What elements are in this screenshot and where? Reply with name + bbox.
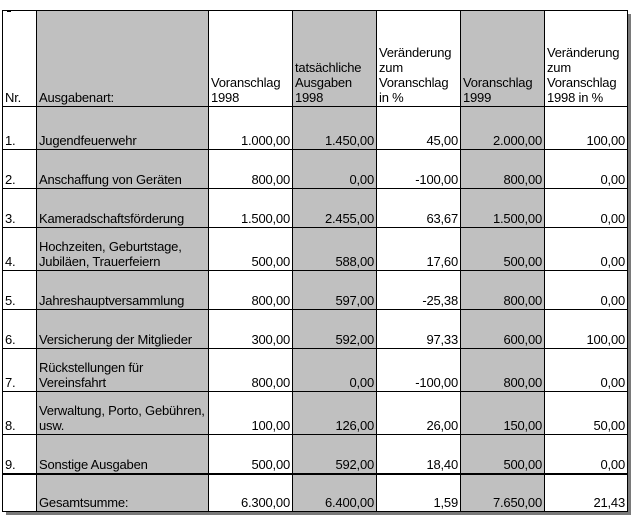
table-row: 8. Verwaltung, Porto, Gebühren, usw. 100,0… [2,391,628,435]
cell-vor1998: 800,00 [208,149,293,189]
cell-ver1999: 0,00 [544,270,628,310]
cell-ist1998: 126,00 [292,391,377,435]
corner-mark [7,10,11,12]
cell-ist1998: 0,00 [292,149,377,189]
cell-art: Jugendfeuerwehr [36,106,209,150]
table-row: 1. Jugendfeuerwehr 1.000,00 1.450,00 45,00 2.… [2,106,628,150]
cell-ver1998: -100,00 [376,149,461,189]
cell-ist1998: 2.455,00 [292,188,377,228]
cell-vor1998: 800,00 [208,348,293,392]
header-voranschlag-1999: Voranschlag 1999 [460,10,545,107]
table-row: 9. Sonstige Ausgaben 500,00 592,00 18,40 500,… [2,434,628,474]
header-voranschlag-1998: Voranschlag 1998 [208,10,293,107]
total-vor1999: 7.650,00 [460,472,545,512]
cell-ver1999: 0,00 [544,149,628,189]
header-row: Nr. Ausgabenart: Voranschlag 1998 tatsäc… [2,10,628,107]
budget-table-frame: Nr. Ausgabenart: Voranschlag 1998 tatsäc… [2,10,628,512]
cell-vor1998: 1.000,00 [208,106,293,150]
cell-ver1998: 97,33 [376,309,461,349]
cell-vor1999: 500,00 [460,227,545,271]
cell-nr: 6. [2,309,37,349]
total-ist1998: 6.400,00 [292,472,377,512]
cell-ver1999: 0,00 [544,188,628,228]
cell-vor1999: 800,00 [460,149,545,189]
header-tatsaechliche-ausgaben-1998: tatsächliche Ausgaben 1998 [292,10,377,107]
cell-art: Hochzeiten, Geburtstage, Jubiläen, Traue… [36,227,209,271]
cell-art: Anschaffung von Geräten [36,149,209,189]
header-ausgabenart: Ausgabenart: [36,10,209,107]
cell-ist1998: 588,00 [292,227,377,271]
cell-ver1998: 45,00 [376,106,461,150]
cell-nr: 5. [2,270,37,310]
cell-ist1998: 592,00 [292,434,377,474]
cell-nr: 8. [2,391,37,435]
cell-ver1999: 100,00 [544,309,628,349]
header-veraenderung-1999: Veränderung zum Voranschlag 1998 in % [544,10,628,107]
cell-ver1998: 17,60 [376,227,461,271]
table-row: 5. Jahreshauptversammlung 800,00 597,00 -25,… [2,270,628,310]
cell-ver1999: 0,00 [544,227,628,271]
cell-nr: 7. [2,348,37,392]
table-row: 4. Hochzeiten, Geburtstage, Jubiläen, Tra… [2,227,628,271]
cell-art: Jahreshauptversammlung [36,270,209,310]
cell-nr: 2. [2,149,37,189]
cell-vor1999: 800,00 [460,348,545,392]
cell-ver1999: 0,00 [544,434,628,474]
table-row: 7. Rückstellungen für Vereinsfahrt 800,00 0… [2,348,628,392]
cell-vor1998: 1.500,00 [208,188,293,228]
cell-ver1998: -25,38 [376,270,461,310]
cell-vor1998: 100,00 [208,391,293,435]
cell-vor1998: 800,00 [208,270,293,310]
cell-ist1998: 0,00 [292,348,377,392]
total-art: Gesamtsumme: [36,472,209,512]
cell-ver1999: 50,00 [544,391,628,435]
cell-ver1998: 18,40 [376,434,461,474]
cell-nr: 3. [2,188,37,228]
cell-art: Rückstellungen für Vereinsfahrt [36,348,209,392]
budget-table: Nr. Ausgabenart: Voranschlag 1998 tatsäc… [2,10,628,512]
total-ver1998: 1,59 [376,472,461,512]
cell-vor1999: 600,00 [460,309,545,349]
cell-vor1999: 150,00 [460,391,545,435]
cell-nr: 4. [2,227,37,271]
cell-nr: 9. [2,434,37,474]
cell-art: Versicherung der Mitglieder [36,309,209,349]
header-veraenderung-1998: Veränderung zum Voranschlag in % [376,10,461,107]
cell-vor1998: 300,00 [208,309,293,349]
cell-vor1999: 500,00 [460,434,545,474]
total-ver1999: 21,43 [544,472,628,512]
table-row: 3. Kameradschaftsförderung 1.500,00 2.455,0… [2,188,628,228]
cell-ver1999: 100,00 [544,106,628,150]
cell-vor1998: 500,00 [208,227,293,271]
cell-art: Sonstige Ausgaben [36,434,209,474]
cell-ver1998: 26,00 [376,391,461,435]
total-vor1998: 6.300,00 [208,472,293,512]
cell-nr: 1. [2,106,37,150]
total-row: Gesamtsumme: 6.300,00 6.400,00 1,59 7.650,00… [2,472,628,512]
cell-vor1999: 800,00 [460,270,545,310]
cell-ist1998: 1.450,00 [292,106,377,150]
table-row: 6. Versicherung der Mitglieder 300,00 592,0… [2,309,628,349]
cell-vor1999: 1.500,00 [460,188,545,228]
cell-ver1999: 0,00 [544,348,628,392]
cell-ver1998: 63,67 [376,188,461,228]
cell-vor1998: 500,00 [208,434,293,474]
cell-art: Verwaltung, Porto, Gebühren, usw. [36,391,209,435]
cell-ver1998: -100,00 [376,348,461,392]
table-row: 2. Anschaffung von Geräten 800,00 0,00 -100,… [2,149,628,189]
header-nr: Nr. [2,10,37,107]
cell-ist1998: 597,00 [292,270,377,310]
cell-art: Kameradschaftsförderung [36,188,209,228]
cell-vor1999: 2.000,00 [460,106,545,150]
total-nr [2,472,37,512]
cell-ist1998: 592,00 [292,309,377,349]
